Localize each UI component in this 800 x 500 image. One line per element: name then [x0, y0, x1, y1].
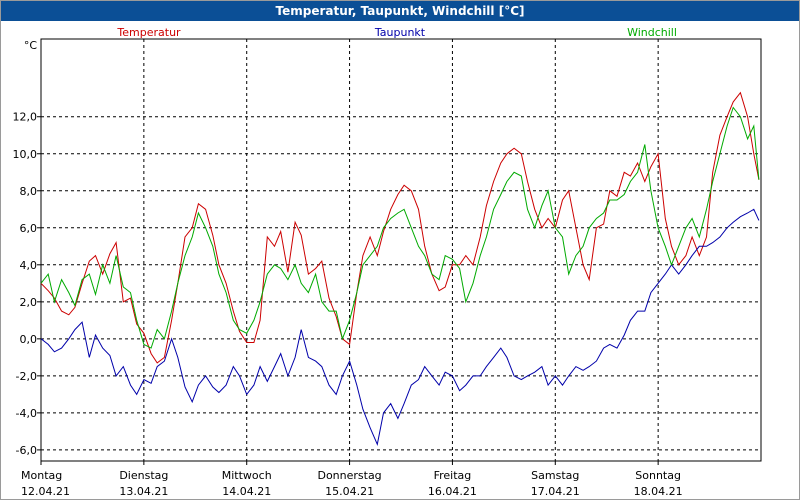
x-tick-label-day: Sonntag	[635, 469, 681, 482]
x-tick-label-date: 18.04.21	[634, 485, 683, 498]
axis-labels: -6,0 -4,0 -2,0 0,0 2,0 4,0 6,0 8,0 10,0 12,0 °C Mon…	[13, 39, 683, 498]
series-line-temperatur	[41, 91, 760, 364]
x-tick-label-date: 13.04.21	[119, 485, 168, 498]
legend-item-taupunkt: Taupunkt	[374, 26, 426, 39]
y-tick-label: 2,0	[20, 296, 38, 309]
y-tick-label: -6,0	[16, 444, 37, 457]
legend-item-temperatur: Temperatur	[116, 26, 181, 39]
y-tick-label: -4,0	[16, 407, 37, 420]
x-tick-label-day: Mittwoch	[222, 469, 272, 482]
x-tick-label-date: 17.04.21	[531, 485, 580, 498]
legend: Temperatur Taupunkt Windchill	[116, 26, 677, 39]
y-tick-label: -2,0	[16, 370, 37, 383]
y-axis-unit: °C	[24, 39, 38, 52]
window-title: Temperatur, Taupunkt, Windchill [°C]	[1, 1, 799, 21]
y-tick-label: 8,0	[20, 185, 38, 198]
series-line-windchill	[41, 106, 760, 349]
x-tick-label-day: Montag	[21, 469, 62, 482]
grid	[37, 39, 761, 465]
y-tick-label: 0,0	[20, 333, 38, 346]
x-tick-label-day: Dienstag	[119, 469, 168, 482]
plot-area	[40, 38, 762, 462]
y-tick-label: 4,0	[20, 259, 38, 272]
x-tick-label-date: 14.04.21	[222, 485, 271, 498]
x-tick-label-date: 12.04.21	[21, 485, 70, 498]
legend-item-windchill: Windchill	[627, 26, 677, 39]
y-tick-label: 12,0	[13, 111, 38, 124]
y-tick-label: 10,0	[13, 148, 38, 161]
x-tick-label-date: 15.04.21	[325, 485, 374, 498]
x-tick-label-day: Freitag	[434, 469, 472, 482]
x-tick-label-day: Donnerstag	[317, 469, 381, 482]
x-tick-label-day: Samstag	[531, 469, 579, 482]
x-tick-label-date: 16.04.21	[428, 485, 477, 498]
series-line-taupunkt	[41, 208, 760, 446]
y-tick-label: 6,0	[20, 222, 38, 235]
series-layer	[41, 91, 760, 446]
